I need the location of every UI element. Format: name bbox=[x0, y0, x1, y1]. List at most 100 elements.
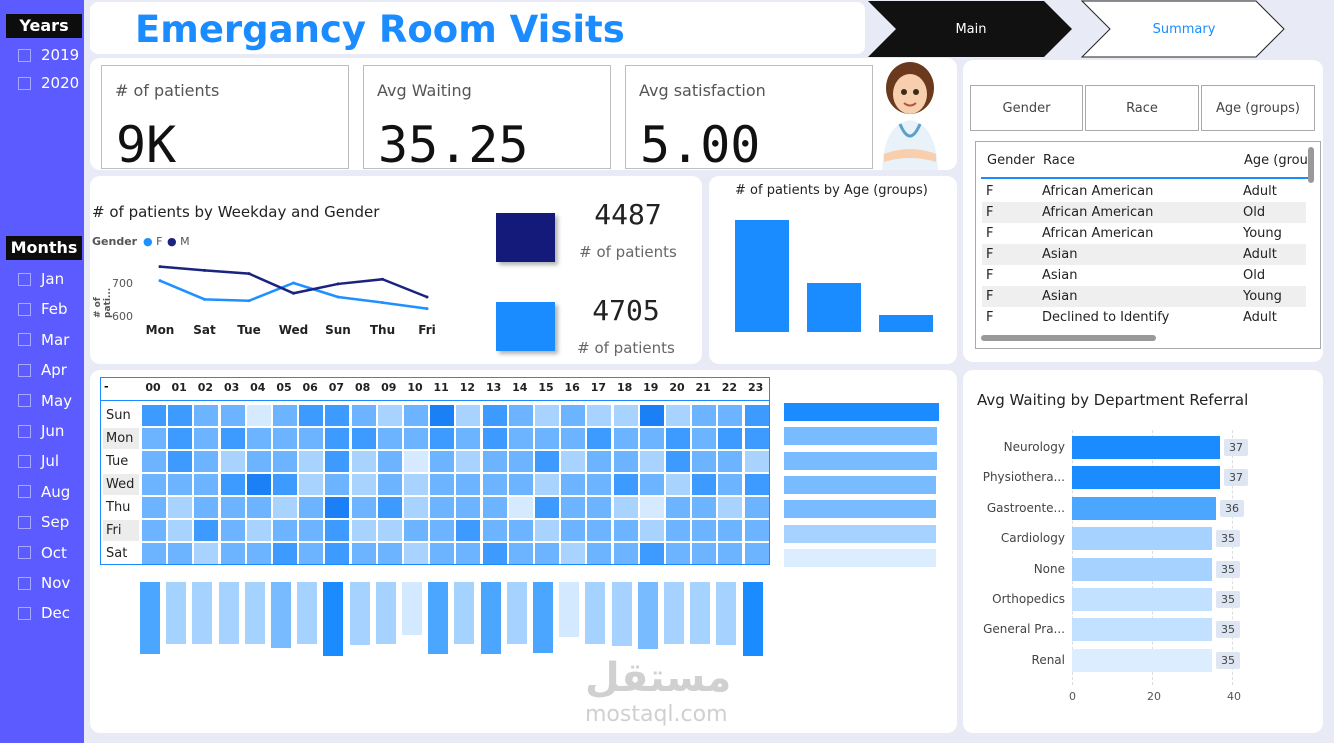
hour-bar[interactable] bbox=[166, 582, 187, 644]
dept-bar[interactable] bbox=[1072, 496, 1216, 520]
heatmap-cell[interactable] bbox=[351, 497, 376, 518]
heatmap-cell[interactable] bbox=[404, 451, 428, 472]
heatmap-cell[interactable] bbox=[587, 497, 612, 518]
slicer-race[interactable]: Race bbox=[1085, 85, 1199, 131]
heatmap-cell[interactable] bbox=[508, 474, 533, 495]
month-option-jul[interactable]: Jul bbox=[18, 450, 59, 472]
heatmap-cell[interactable] bbox=[639, 451, 664, 472]
col-header-age[interactable]: Age (grou bbox=[1244, 153, 1308, 168]
heatmap-cell[interactable] bbox=[220, 543, 245, 564]
month-option-oct[interactable]: Oct bbox=[18, 542, 67, 564]
heatmap-cell[interactable] bbox=[639, 405, 664, 426]
heatmap-cell[interactable] bbox=[718, 474, 743, 495]
heatmap-cell[interactable] bbox=[666, 543, 690, 564]
heatmap-cell[interactable] bbox=[325, 520, 350, 541]
heatmap-cell[interactable] bbox=[508, 497, 533, 518]
heatmap-cell[interactable] bbox=[377, 520, 402, 541]
heatmap-cell[interactable] bbox=[404, 428, 428, 449]
heatmap-cell[interactable] bbox=[535, 451, 559, 472]
heatmap-cell[interactable] bbox=[325, 474, 350, 495]
heatmap-cell[interactable] bbox=[561, 520, 586, 541]
heatmap-cell[interactable] bbox=[456, 520, 481, 541]
hour-bar[interactable] bbox=[559, 582, 580, 637]
hour-bar[interactable] bbox=[454, 582, 475, 645]
weekday-bar[interactable] bbox=[784, 403, 939, 421]
heatmap-cell[interactable] bbox=[744, 543, 769, 564]
heatmap-cell[interactable] bbox=[587, 543, 612, 564]
heatmap-cell[interactable] bbox=[220, 405, 245, 426]
checkbox-icon[interactable] bbox=[18, 546, 31, 560]
tab-summary-shape[interactable] bbox=[1080, 0, 1285, 58]
heatmap-cell[interactable] bbox=[168, 428, 193, 449]
heatmap-cell[interactable] bbox=[692, 451, 717, 472]
heatmap-cell[interactable] bbox=[142, 474, 166, 495]
heatmap-cell[interactable] bbox=[692, 405, 717, 426]
heatmap-cell[interactable] bbox=[351, 405, 376, 426]
heatmap-cell[interactable] bbox=[561, 474, 586, 495]
col-header-gender[interactable]: Gender bbox=[987, 153, 1035, 168]
heatmap-cell[interactable] bbox=[273, 520, 297, 541]
heatmap-cell[interactable] bbox=[404, 474, 428, 495]
heatmap-cell[interactable] bbox=[142, 520, 166, 541]
tab-summary[interactable]: Summary bbox=[1082, 0, 1286, 58]
table-row[interactable]: F African American Young bbox=[982, 223, 1306, 244]
hour-bar[interactable] bbox=[297, 582, 318, 645]
month-option-apr[interactable]: Apr bbox=[18, 359, 67, 381]
month-option-sep[interactable]: Sep bbox=[18, 511, 69, 533]
heatmap-cell[interactable] bbox=[613, 520, 638, 541]
heatmap-cell[interactable] bbox=[613, 405, 638, 426]
heatmap-cell[interactable] bbox=[325, 497, 350, 518]
heatmap-cell[interactable] bbox=[639, 520, 664, 541]
year-option-2020[interactable]: 2020 bbox=[18, 72, 79, 94]
hour-bar[interactable] bbox=[349, 582, 370, 646]
month-option-jan[interactable]: Jan bbox=[18, 268, 64, 290]
checkbox-icon[interactable] bbox=[18, 302, 31, 316]
heatmap-cell[interactable] bbox=[377, 474, 402, 495]
heatmap-cell[interactable] bbox=[613, 497, 638, 518]
heatmap-cell[interactable] bbox=[639, 497, 664, 518]
heatmap-cell[interactable] bbox=[194, 543, 219, 564]
heatmap-cell[interactable] bbox=[246, 451, 271, 472]
heatmap-cell[interactable] bbox=[456, 405, 481, 426]
slicer-age-groups[interactable]: Age (groups) bbox=[1201, 85, 1315, 131]
heatmap-cell[interactable] bbox=[377, 405, 402, 426]
heatmap-cell[interactable] bbox=[587, 405, 612, 426]
table-row[interactable]: F Declined to Identify Adult bbox=[982, 307, 1306, 328]
heatmap-cell[interactable] bbox=[246, 405, 271, 426]
heatmap-cell[interactable] bbox=[325, 451, 350, 472]
heatmap-cell[interactable] bbox=[299, 428, 324, 449]
month-option-dec[interactable]: Dec bbox=[18, 602, 70, 624]
heatmap-cell[interactable] bbox=[299, 405, 324, 426]
heatmap-cell[interactable] bbox=[639, 428, 664, 449]
heatmap-cell[interactable] bbox=[246, 497, 271, 518]
heatmap-cell[interactable] bbox=[692, 428, 717, 449]
hour-bar[interactable] bbox=[271, 582, 291, 648]
heatmap-cell[interactable] bbox=[587, 451, 612, 472]
heatmap-cell[interactable] bbox=[351, 543, 376, 564]
checkbox-icon[interactable] bbox=[18, 515, 31, 529]
hour-bar[interactable] bbox=[716, 582, 737, 646]
heatmap-cell[interactable] bbox=[299, 497, 324, 518]
col-header-race[interactable]: Race bbox=[1043, 153, 1075, 168]
heatmap-cell[interactable] bbox=[561, 543, 586, 564]
heatmap-cell[interactable] bbox=[273, 543, 297, 564]
heatmap-cell[interactable] bbox=[639, 543, 664, 564]
heatmap-cell[interactable] bbox=[482, 497, 507, 518]
dept-bar[interactable] bbox=[1072, 436, 1220, 459]
hour-bar[interactable] bbox=[637, 582, 658, 650]
heatmap-cell[interactable] bbox=[482, 451, 507, 472]
weekday-bar[interactable] bbox=[784, 524, 937, 543]
heatmap-cell[interactable] bbox=[666, 520, 690, 541]
checkbox-icon[interactable] bbox=[18, 576, 31, 590]
heatmap-cell[interactable] bbox=[666, 405, 690, 426]
heatmap-cell[interactable] bbox=[587, 474, 612, 495]
checkbox-icon[interactable] bbox=[18, 333, 31, 347]
heatmap-cell[interactable] bbox=[430, 520, 455, 541]
tab-main-shape[interactable] bbox=[868, 1, 1072, 57]
heatmap-cell[interactable] bbox=[508, 405, 533, 426]
heatmap-cell[interactable] bbox=[744, 405, 769, 426]
heatmap-cell[interactable] bbox=[482, 520, 507, 541]
heatmap-cell[interactable] bbox=[168, 543, 193, 564]
hour-bar[interactable] bbox=[664, 582, 684, 645]
heatmap-cell[interactable] bbox=[482, 474, 507, 495]
